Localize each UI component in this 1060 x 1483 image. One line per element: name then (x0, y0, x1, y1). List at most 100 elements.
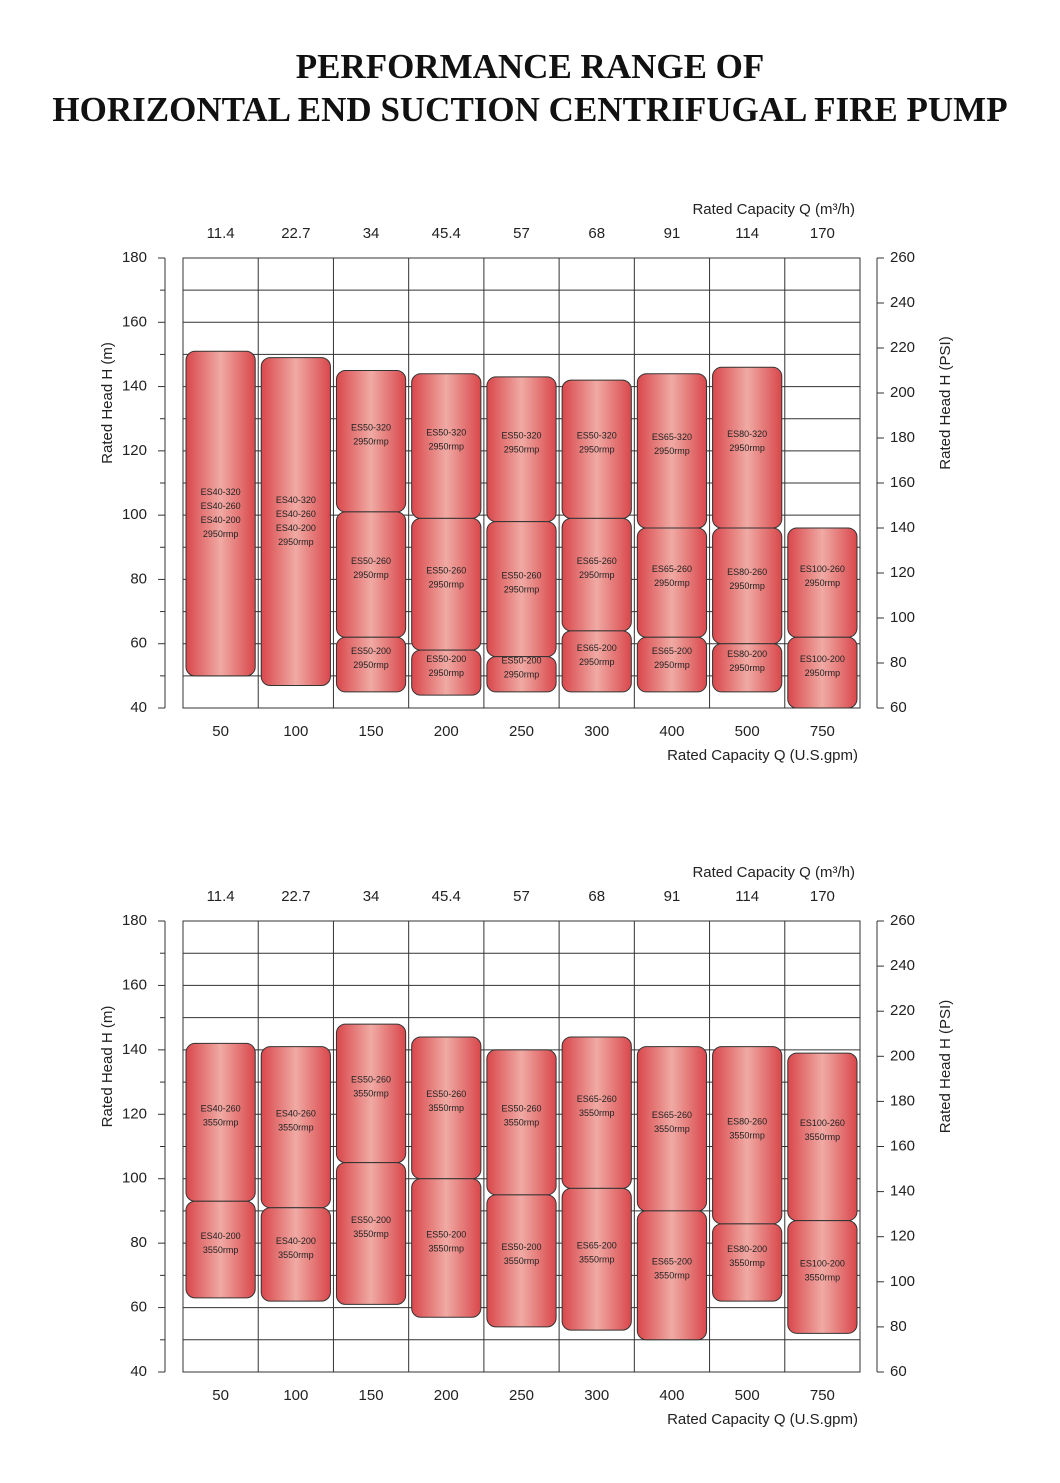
top-tick-label: 11.4 (207, 888, 235, 905)
range-label: 3550rmp (278, 1123, 314, 1133)
range-box (185, 1200, 256, 1299)
range-box (486, 1194, 557, 1328)
y2-tick-label: 180 (890, 429, 915, 446)
y2-tick-label: 120 (890, 1228, 915, 1245)
top-tick-label: 170 (810, 225, 835, 242)
range-label: ES40-320 (276, 495, 316, 505)
x-tick-label: 500 (735, 723, 760, 740)
y-axis-label: Rated Head H (m) (99, 1006, 116, 1128)
y2-tick-label: 160 (890, 1137, 915, 1154)
range-label: 2950rmp (579, 657, 615, 667)
x-tick-label: 250 (509, 1387, 534, 1404)
y2-tick-label: 220 (890, 1002, 915, 1019)
range-label: 2950rmp (729, 581, 765, 591)
top-tick-label: 57 (513, 888, 530, 905)
y2-tick-label: 60 (890, 699, 907, 716)
y-tick-label: 100 (122, 1170, 147, 1187)
y2-axis-label: Rated Head H (PSI) (937, 1000, 954, 1133)
top-tick-label: 34 (363, 225, 380, 242)
range-box (486, 656, 557, 693)
range-label: ES65-200 (652, 646, 692, 656)
y2-tick-label: 140 (890, 1183, 915, 1200)
range-label: 3550rmp (353, 1089, 389, 1099)
x-tick-label: 500 (735, 1387, 760, 1404)
range-label: 2950rmp (504, 670, 540, 680)
top-tick-label: 45.4 (432, 888, 461, 905)
range-label: 3550rmp (429, 1103, 465, 1113)
y2-tick-label: 100 (890, 1273, 915, 1290)
top-tick-label: 34 (363, 888, 380, 905)
range-label: ES40-260 (276, 1109, 316, 1119)
range-box (712, 643, 783, 693)
range-label: 2950rmp (278, 537, 314, 547)
range-label: 2950rmp (429, 668, 465, 678)
x-tick-label: 300 (584, 1387, 609, 1404)
top-tick-label: 11.4 (207, 225, 235, 242)
range-label: 2950rmp (729, 443, 765, 453)
range-label: ES50-320 (426, 427, 466, 437)
range-box (411, 1178, 482, 1318)
range-label: ES50-260 (501, 570, 541, 580)
range-label: 2950rmp (729, 663, 765, 673)
range-label: 2950rmp (353, 570, 389, 580)
y-tick-label: 140 (122, 1041, 147, 1058)
range-label: 3550rmp (504, 1256, 540, 1266)
range-box (260, 357, 331, 686)
top-tick-label: 114 (735, 225, 759, 242)
y2-tick-label: 80 (890, 654, 907, 671)
y-tick-label: 140 (122, 378, 147, 395)
range-label: ES50-200 (501, 1242, 541, 1252)
top-tick-label: 91 (664, 225, 681, 242)
y-axis-label: Rated Head H (m) (99, 342, 116, 464)
range-label: ES40-200 (201, 1231, 241, 1241)
range-label: 3550rmp (805, 1272, 841, 1282)
top-tick-label: 114 (735, 888, 759, 905)
y2-tick-label: 140 (890, 519, 915, 536)
y2-tick-label: 100 (890, 609, 915, 626)
range-box (712, 1223, 783, 1302)
range-label: 2950rmp (429, 441, 465, 451)
x-tick-label: 100 (283, 723, 308, 740)
range-label: ES80-260 (727, 1117, 767, 1127)
top-tick-label: 22.7 (281, 888, 310, 905)
range-label: ES65-260 (577, 1094, 617, 1104)
range-box (335, 636, 407, 693)
range-label: ES50-320 (351, 423, 391, 433)
y2-tick-label: 180 (890, 1092, 915, 1109)
x-tick-label: 100 (283, 1387, 308, 1404)
range-label: ES50-200 (426, 1229, 466, 1239)
range-label: ES50-200 (501, 656, 541, 666)
y-tick-label: 40 (130, 699, 147, 716)
x-tick-label: 200 (434, 723, 459, 740)
top-tick-label: 68 (588, 888, 605, 905)
range-label: 3550rmp (654, 1271, 690, 1281)
x-axis-label: Rated Capacity Q (U.S.gpm) (667, 747, 858, 764)
range-label: ES65-200 (577, 643, 617, 653)
range-label: ES40-260 (201, 1104, 241, 1114)
range-label: 2950rmp (353, 437, 389, 447)
range-label: 3550rmp (429, 1243, 465, 1253)
range-label: 3550rmp (579, 1255, 615, 1265)
top-tick-label: 57 (513, 225, 530, 242)
range-label: ES50-260 (351, 556, 391, 566)
y2-tick-label: 240 (890, 294, 915, 311)
range-label: 2950rmp (805, 578, 841, 588)
range-box (787, 636, 858, 709)
page-title: HORIZONTAL END SUCTION CENTRIFUGAL FIRE … (52, 90, 1007, 129)
x-tick-label: 50 (212, 1387, 229, 1404)
range-label: ES65-260 (577, 556, 617, 566)
top-tick-label: 91 (664, 888, 681, 905)
range-label: 2950rmp (654, 578, 690, 588)
x-tick-label: 150 (359, 723, 384, 740)
y-tick-label: 120 (122, 442, 147, 459)
range-label: 3550rmp (203, 1118, 239, 1128)
x2-axis-label: Rated Capacity Q (m³/h) (692, 864, 855, 881)
y-tick-label: 120 (122, 1105, 147, 1122)
range-label: 3550rmp (729, 1258, 765, 1268)
y2-tick-label: 220 (890, 339, 915, 356)
range-label: 2950rmp (805, 668, 841, 678)
range-label: ES50-320 (577, 431, 617, 441)
range-label: ES50-260 (426, 566, 466, 576)
range-label: ES100-260 (800, 564, 845, 574)
range-label: ES80-320 (727, 429, 767, 439)
